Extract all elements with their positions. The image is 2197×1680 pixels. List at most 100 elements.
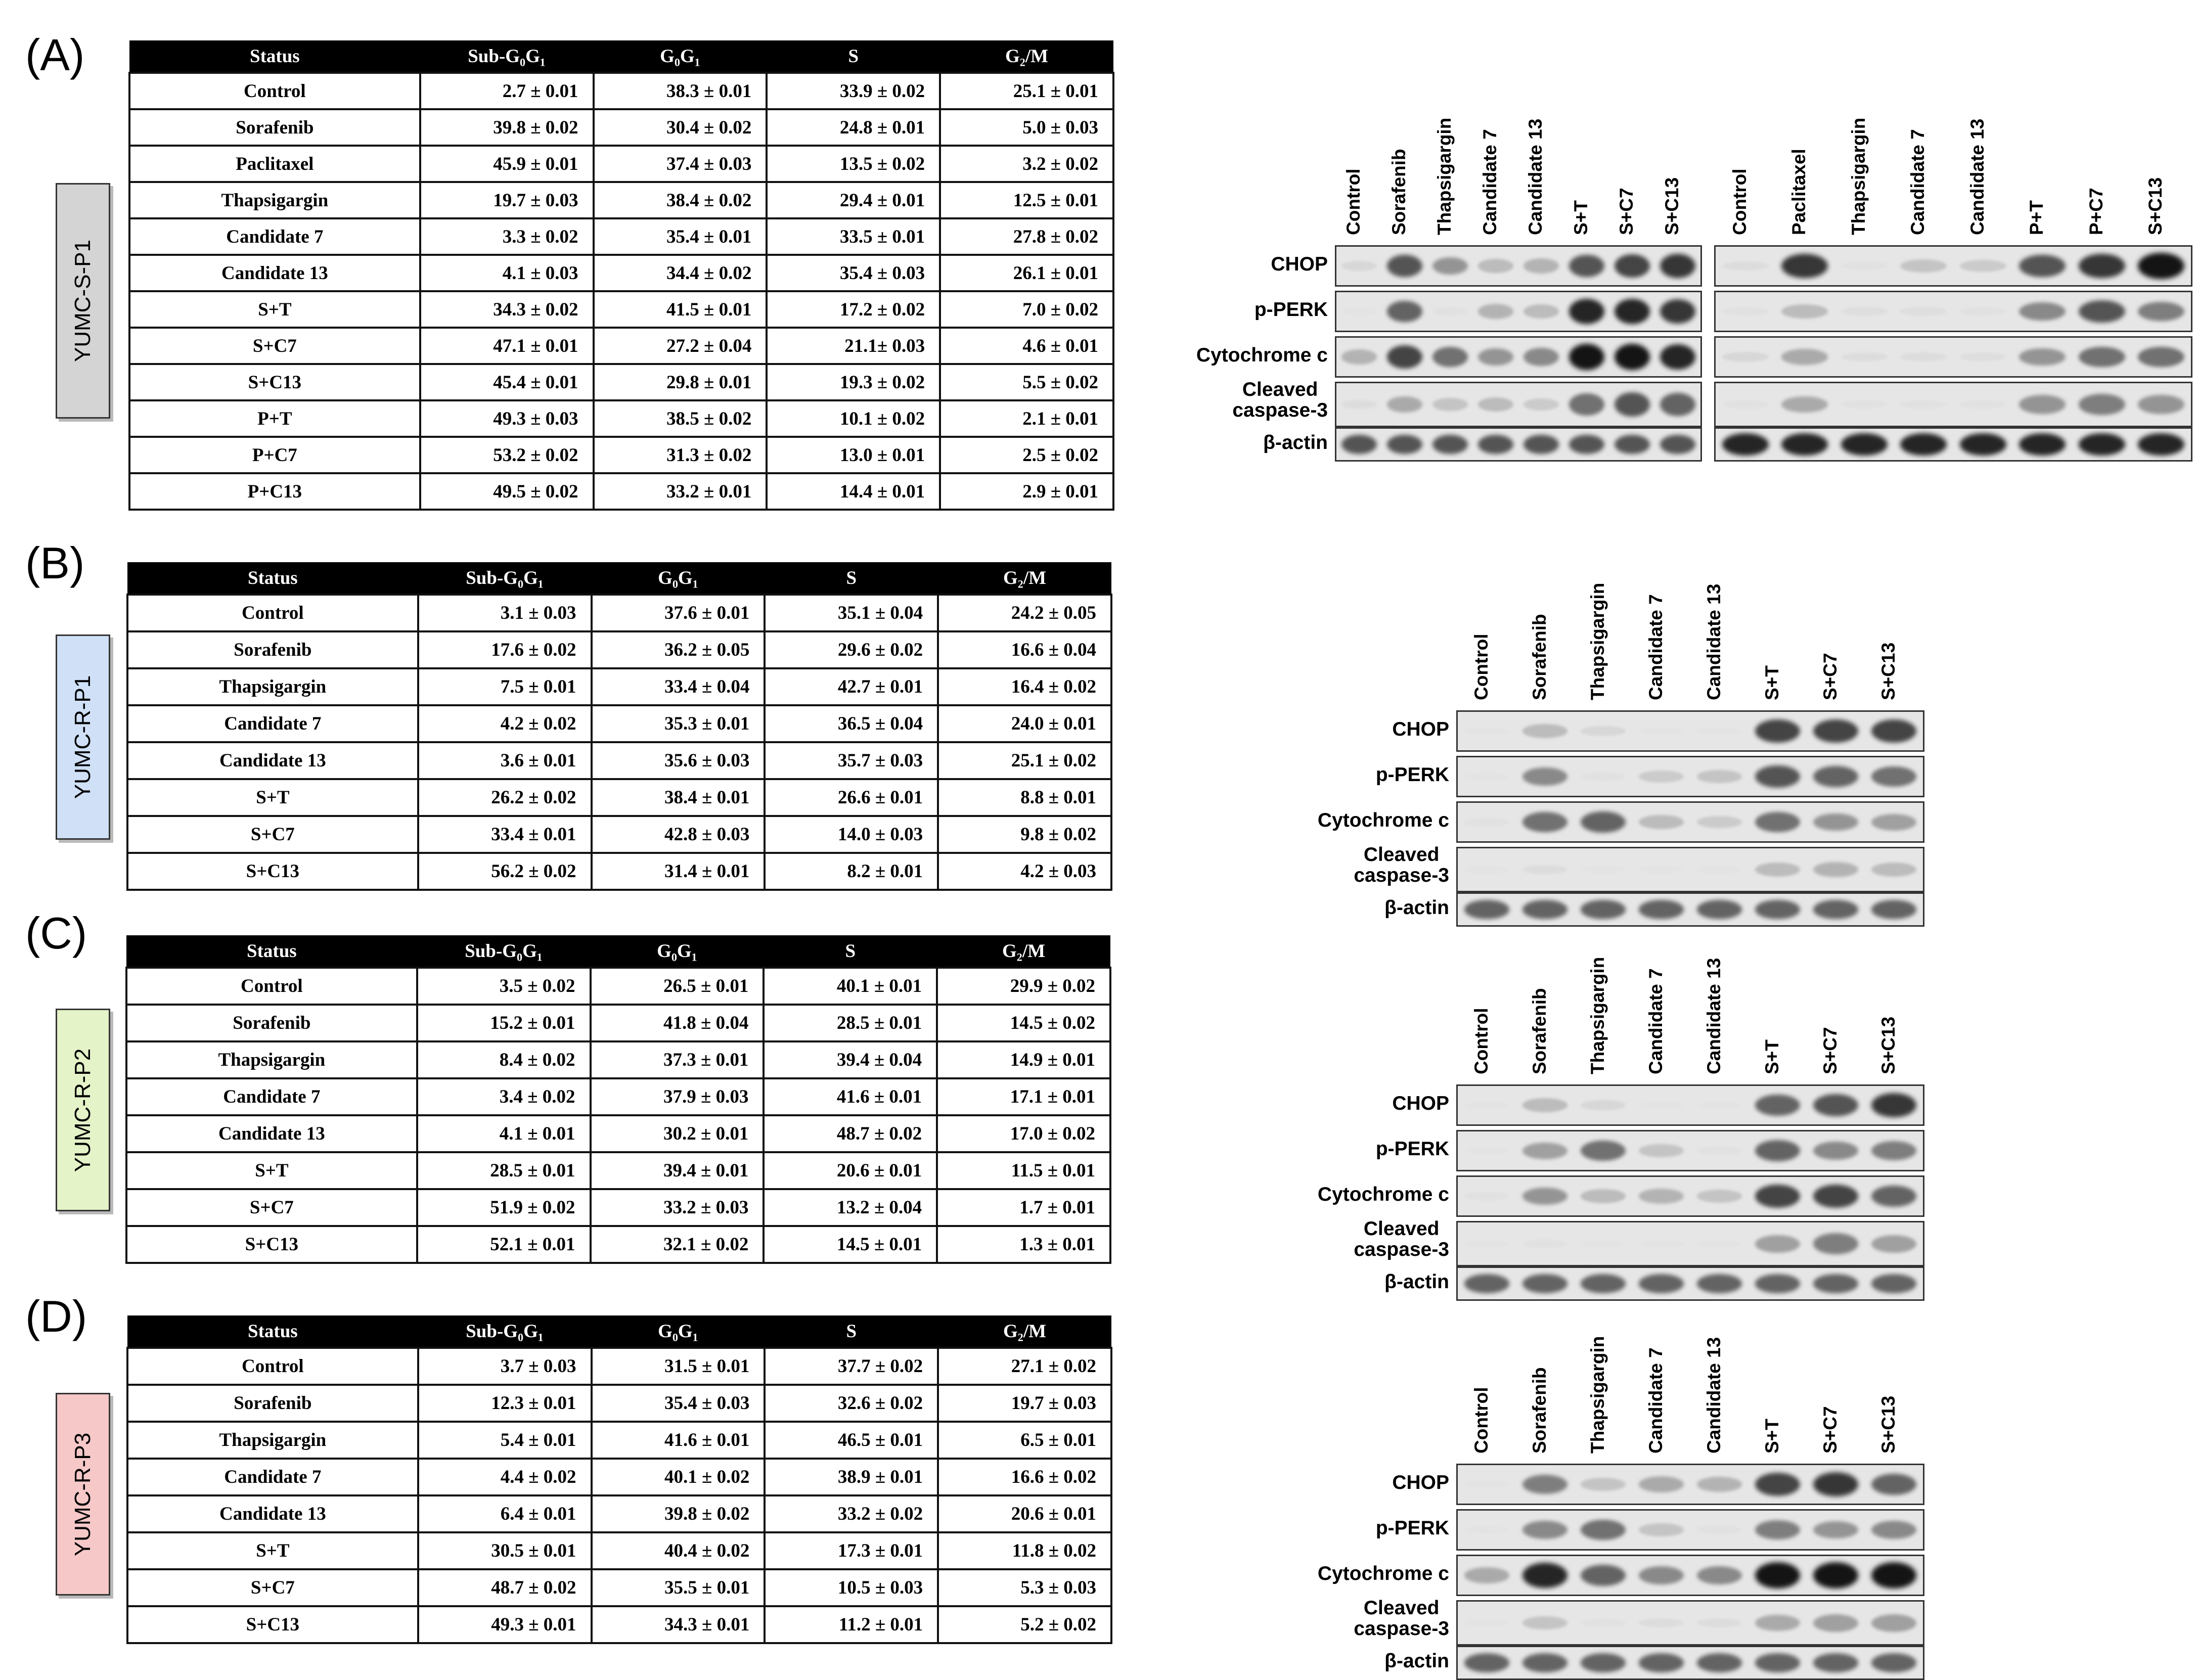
band (1660, 344, 1696, 370)
band (1781, 396, 1828, 413)
treatment-cell: S+T (125, 1151, 418, 1190)
cell-line-text: YUMC-S-P1 (70, 239, 95, 362)
band (1432, 434, 1468, 455)
lane-label: Candidate 7 (1479, 129, 1500, 235)
g0g1-cell: 34.3 ± 0.01 (590, 1605, 766, 1644)
band (1580, 1274, 1626, 1293)
lane-label: S+C13 (1877, 1016, 1899, 1074)
g0g1-cell: 39.4 ± 0.01 (589, 1151, 765, 1190)
g2m-cell: 25.1 ± 0.02 (937, 741, 1112, 780)
cyto-label: Cytochrome c (1317, 1563, 1449, 1584)
treatment-cell: Thapsigargin (126, 1421, 419, 1460)
table-row: S+T 34.3 ± 0.02 41.5 ± 0.01 17.2 ± 0.02 7.0 … (128, 290, 1114, 329)
column-header-g2m: G₂/M (938, 1315, 1111, 1348)
column-header-sub-g0g1: Sub-G₀G₁ (417, 935, 591, 968)
band (1522, 1142, 1568, 1159)
band (1813, 1233, 1859, 1254)
g0g1-cell: 41.8 ± 0.04 (589, 1004, 765, 1042)
table-row: S+T 26.2 ± 0.02 38.4 ± 0.01 26.6 ± 0.01 8.8 … (126, 778, 1112, 817)
band (1900, 433, 1947, 456)
band (1755, 1235, 1801, 1253)
g0g1-cell: 40.1 ± 0.02 (590, 1458, 766, 1496)
band (1781, 349, 1828, 365)
g2m-cell: 5.0 ± 0.03 (939, 108, 1114, 147)
label-line: Cleaved (1363, 844, 1440, 866)
g2m-cell: 27.1 ± 0.02 (937, 1347, 1112, 1386)
band (1580, 1618, 1626, 1627)
actin-blot-strip (1456, 1646, 1924, 1680)
band (1813, 719, 1859, 743)
casp-blot-strip (1714, 382, 2192, 427)
band (1660, 299, 1696, 324)
table-row: Candidate 13 6.4 ± 0.01 39.8 ± 0.02 33.2 ± … (126, 1494, 1112, 1533)
g2m-cell: 9.8 ± 0.02 (937, 815, 1112, 854)
band (1781, 304, 1828, 319)
band (1696, 900, 1742, 919)
lane-label: Control (1729, 168, 1750, 235)
g2m-cell: 29.9 ± 0.02 (936, 967, 1111, 1006)
lane-label: S+C7 (1819, 653, 1841, 700)
band (1638, 1523, 1684, 1536)
lane-label: S+C13 (1877, 642, 1899, 700)
band (1580, 1653, 1626, 1672)
band (1522, 1239, 1568, 1248)
sub-g0g1-cell: 4.2 ± 0.02 (417, 704, 593, 743)
pperk-label: p-PERK (1375, 1138, 1449, 1160)
s-phase-cell: 10.1 ± 0.02 (766, 399, 941, 438)
cyto-label: Cytochrome c (1196, 344, 1328, 366)
g2m-cell: 7.0 ± 0.02 (939, 290, 1114, 329)
s-phase-cell: 33.2 ± 0.02 (764, 1494, 939, 1533)
g2m-cell: 17.1 ± 0.01 (936, 1077, 1111, 1116)
band (1813, 1094, 1859, 1117)
band (1580, 900, 1626, 919)
band (1638, 1566, 1684, 1585)
band (1871, 1473, 1917, 1495)
band (1755, 900, 1801, 919)
band (1871, 1274, 1917, 1293)
treatment-cell: Control (125, 967, 418, 1006)
band (1568, 254, 1605, 278)
column-header-sub-g0g1: Sub-G₀G₁ (420, 40, 594, 73)
band (1464, 1619, 1510, 1627)
label-line: caspase-3 (1232, 399, 1328, 421)
band (1696, 1653, 1742, 1672)
g0g1-cell: 35.6 ± 0.03 (590, 741, 766, 780)
band (1638, 1240, 1684, 1248)
band (1871, 813, 1917, 831)
sub-g0g1-cell: 6.4 ± 0.01 (417, 1494, 593, 1533)
band (1386, 300, 1423, 323)
treatment-cell: Candidate 7 (126, 704, 419, 743)
column-header-s-phase: S (765, 1315, 938, 1348)
western-blot: Control Sorafenib Thapsigargin Candidate 7 C… (1264, 950, 1926, 1301)
pperk-blot-strip (1456, 1509, 1924, 1551)
lane-label: Sorafenib (1529, 614, 1550, 700)
label-line: caspase-3 (1354, 1617, 1449, 1640)
treatment-cell: S+T (126, 778, 419, 817)
sub-g0g1-cell: 34.3 ± 0.02 (419, 290, 595, 329)
band (1755, 1140, 1801, 1162)
column-header-status: Status (127, 1315, 418, 1348)
band (1568, 434, 1605, 455)
g2m-cell: 4.2 ± 0.03 (937, 852, 1112, 891)
cyto-blot-strip (1335, 336, 1702, 378)
lane-label: Candidate 7 (1645, 594, 1666, 700)
treatment-cell: Control (128, 72, 421, 110)
chop-blot-strip (1456, 710, 1924, 752)
band (1522, 1562, 1568, 1588)
band (1386, 434, 1423, 455)
s-phase-cell: 35.4 ± 0.03 (766, 254, 941, 292)
band (1341, 349, 1377, 365)
band (1464, 866, 1510, 874)
band (1813, 1614, 1859, 1632)
band (1813, 900, 1859, 919)
g0g1-cell: 31.4 ± 0.01 (590, 852, 766, 891)
band (1464, 773, 1510, 781)
band (1580, 1478, 1626, 1491)
g2m-cell: 12.5 ± 0.01 (939, 181, 1114, 219)
band (1580, 866, 1626, 874)
band (1813, 1562, 1859, 1588)
table-row: Candidate 13 4.1 ± 0.03 34.4 ± 0.02 35.4 ± … (128, 254, 1114, 292)
band (1614, 254, 1650, 278)
table-row: S+T 30.5 ± 0.01 40.4 ± 0.02 17.3 ± 0.01 11.8… (126, 1531, 1112, 1570)
band (1871, 719, 1917, 743)
